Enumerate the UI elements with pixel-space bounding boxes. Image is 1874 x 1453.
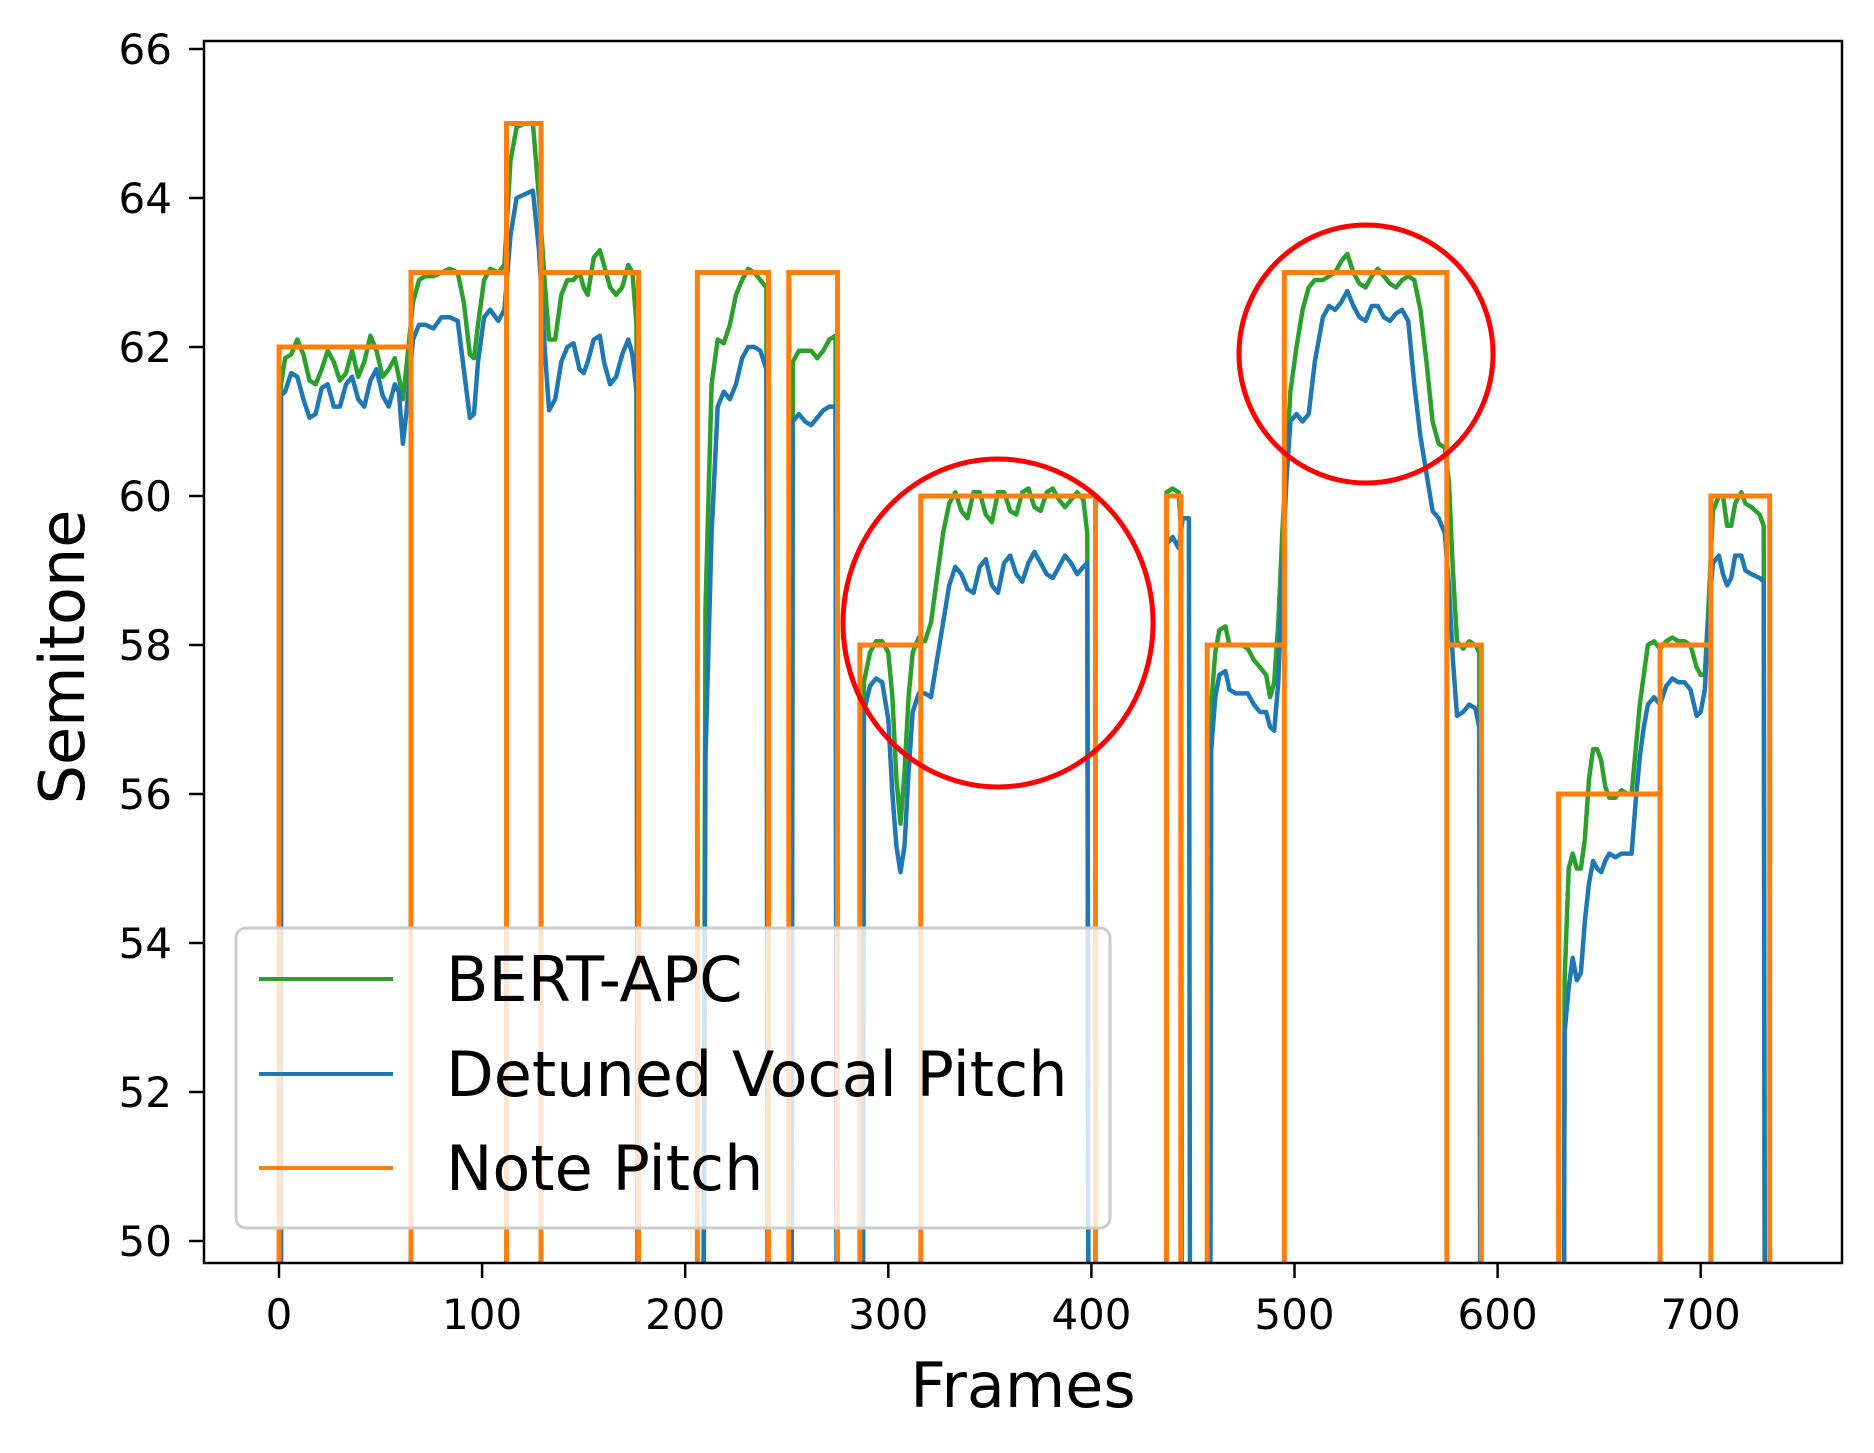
y-tick-label: 54 [119,919,172,968]
highlight-circle-1 [840,456,1156,790]
x-tick-label: 200 [645,1290,725,1339]
x-tick-label: 700 [1661,1290,1741,1339]
x-tick-label: 100 [442,1290,522,1339]
y-axis-ticks: 50 52 54 56 58 60 62 64 66 [119,25,204,1266]
y-tick-label: 62 [119,323,172,372]
series-detuned-vocal-pitch [278,188,640,1263]
axes-frame [202,39,1844,1265]
series-bert-apc [701,266,770,1263]
x-tick-label: 600 [1458,1290,1538,1339]
x-tick-label: 0 [266,1290,293,1339]
y-tick-label: 66 [119,25,172,74]
annotation-layer [840,222,1496,790]
y-tick-label: 58 [119,621,172,670]
x-axis-label: Frames [910,1349,1135,1422]
series-detuned-vocal-pitch [789,404,839,1263]
legend-label-detuned-vocal-pitch: Detuned Vocal Pitch [446,1038,1067,1111]
legend: BERT-APC Detuned Vocal Pitch Note Pitch [234,926,1112,1230]
series-detuned-vocal-pitch [701,344,770,1263]
y-tick-label: 52 [119,1068,172,1117]
series-bert-apc [789,333,839,1263]
series-bert-apc [860,486,1091,1263]
y-tick-label: 64 [119,174,172,223]
y-tick-label: 50 [119,1217,172,1266]
x-axis-ticks: 0 100 200 300 400 500 600 700 [266,1263,1741,1339]
y-tick-label: 56 [119,770,172,819]
series-detuned-vocal-pitch [860,549,1091,1263]
highlight-circle-2 [1236,222,1496,486]
y-tick-label: 60 [119,472,172,521]
legend-label-bert-apc: BERT-APC [446,943,743,1016]
legend-label-note-pitch: Note Pitch [446,1132,763,1205]
y-axis-label: Semitone [26,510,99,805]
plot-area [276,121,1773,1263]
series-bert-apc [1561,490,1767,1263]
x-tick-label: 300 [848,1290,928,1339]
series-note-pitch [276,121,1773,1263]
x-tick-label: 500 [1254,1290,1334,1339]
series-bert-apc [278,121,640,1263]
series-bert-apc [1208,251,1483,1263]
x-tick-label: 400 [1051,1290,1131,1339]
legend-box [234,926,1112,1230]
series-layer [276,121,1773,1263]
series-detuned-vocal-pitch [1561,553,1767,1263]
series-detuned-vocal-pitch [1208,288,1483,1263]
